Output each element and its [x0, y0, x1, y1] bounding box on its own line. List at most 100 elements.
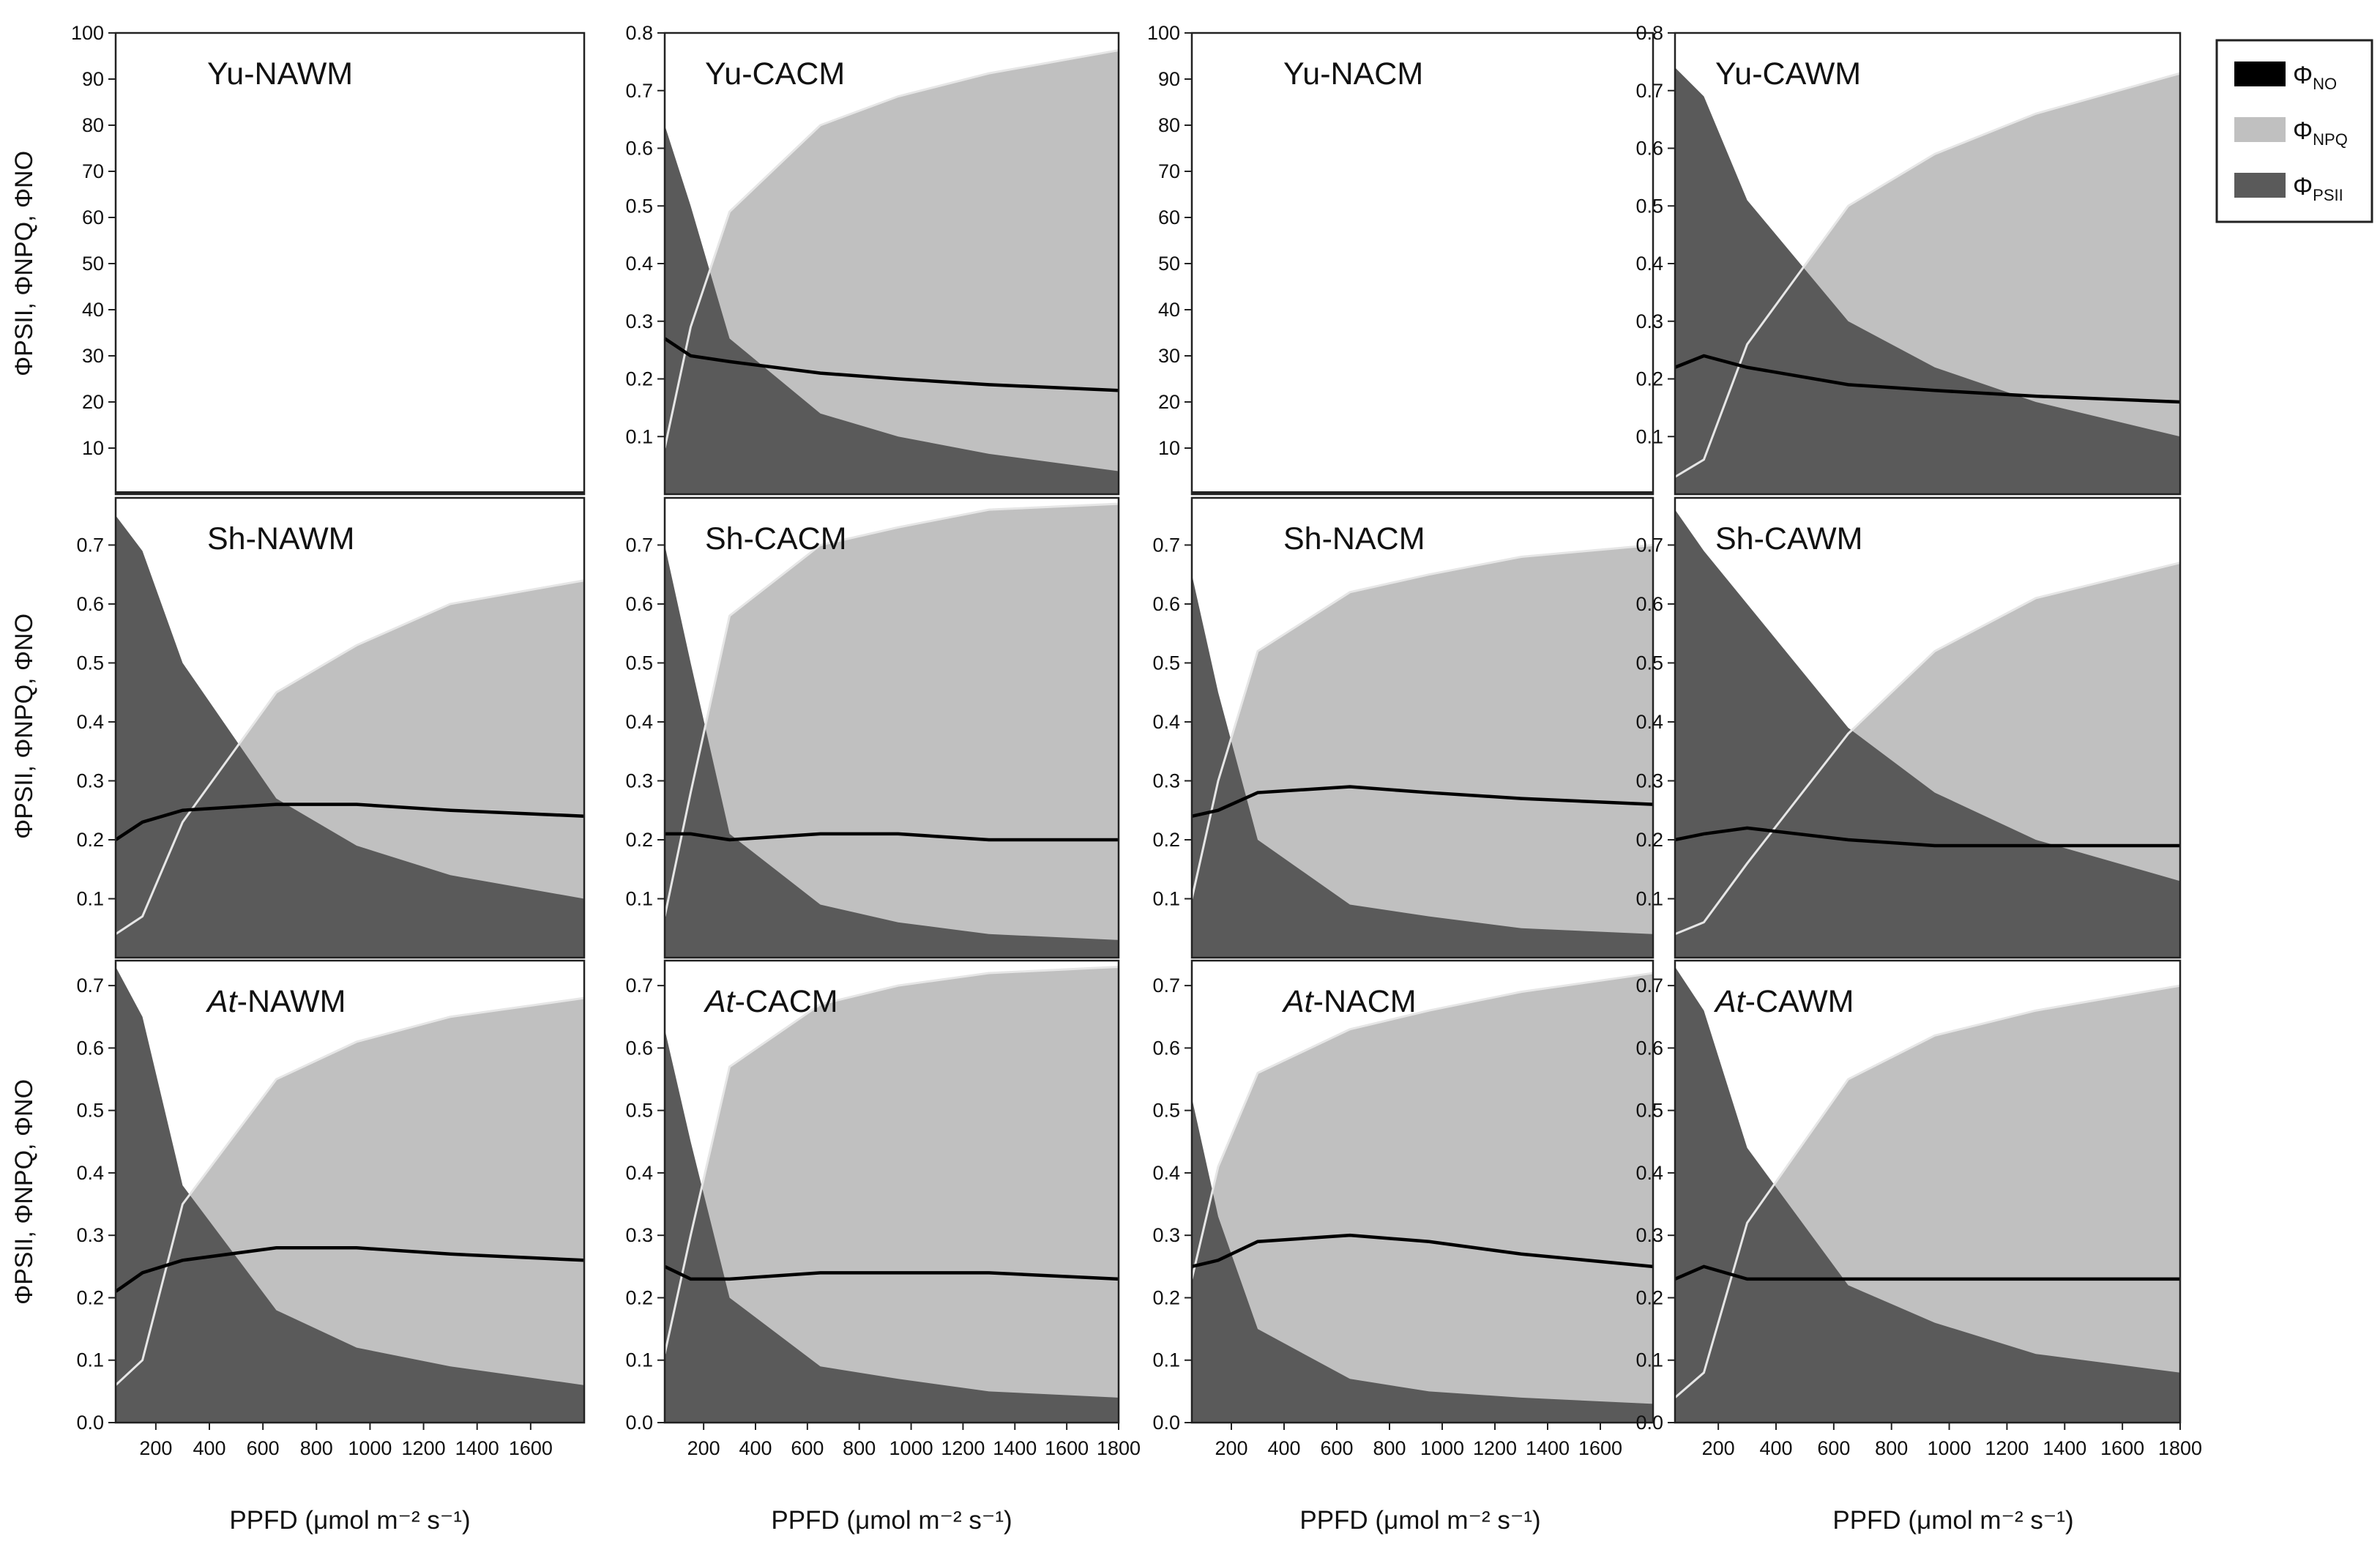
y-tick-label: 20	[82, 391, 104, 413]
x-tick-label: 1000	[1420, 1437, 1464, 1459]
npq-edge-line	[114, 996, 585, 1386]
x-tick-label: 400	[1267, 1437, 1300, 1459]
y-tick-label: 0.5	[625, 1100, 653, 1122]
x-tick-label: 800	[1875, 1437, 1908, 1459]
y-tick-label: 0.6	[1635, 1037, 1663, 1059]
x-tick-label: 800	[1373, 1437, 1406, 1459]
panel-at-cacm: 0.0 0.1 0.2 0.3 0.4 0.5 0.6 0.7 200 400 600 800 1000…	[625, 959, 1141, 1459]
x-tick-label: 600	[1320, 1437, 1353, 1459]
y-tick-label: 0.3	[1152, 1224, 1180, 1246]
no-line	[114, 802, 585, 841]
x-tick-label: 1000	[889, 1437, 933, 1459]
y-tick-label: 0.4	[1635, 1162, 1663, 1184]
y-tick-label: 0.0	[1635, 1412, 1663, 1434]
y-tick-label: 0.3	[625, 310, 653, 332]
y-tick-label: 30	[82, 345, 104, 367]
y-tick-label: 100	[1147, 22, 1180, 44]
legend-label: ΦNO	[2293, 62, 2337, 93]
y-tick-label: 0.1	[1635, 425, 1663, 447]
panel-title: Sh-NAWM	[207, 521, 354, 556]
y-tick-label: 0.2	[76, 829, 104, 851]
y-tick-label: 0.5	[625, 652, 653, 674]
y-tick-label: 90	[82, 68, 104, 90]
y-tick-label: 0.3	[1635, 770, 1663, 791]
x-axis-label: PPFD (μmol m⁻² s⁻¹)	[771, 1506, 1012, 1535]
y-tick-label: 0.4	[76, 1162, 104, 1184]
y-tick-label: 0.2	[625, 829, 653, 851]
x-tick-label: 200	[687, 1437, 720, 1459]
panel-yu-cawm: 0.1 0.2 0.3 0.4 0.5 0.6 0.7 0.8 Yu-CAWM	[1635, 22, 2182, 496]
y-tick-label: 0.5	[1635, 1100, 1663, 1122]
no-line	[665, 832, 1119, 842]
plot-frame	[1674, 959, 2182, 1424]
y-tick-label: 0.4	[1635, 253, 1663, 275]
x-tick-label: 1600	[1045, 1437, 1089, 1459]
x-axis-label: PPFD (μmol m⁻² s⁻¹)	[229, 1506, 470, 1535]
x-tick-label: 1200	[1985, 1437, 2029, 1459]
legend-swatch	[2234, 173, 2286, 198]
npq-edge-line	[1674, 72, 2181, 478]
y-tick-label: 0.4	[76, 711, 104, 733]
y-tick-label: 0.4	[1152, 1162, 1180, 1184]
y-tick-label: 0.6	[1152, 593, 1180, 615]
x-tick-label: 1600	[509, 1437, 553, 1459]
psii-area	[1675, 966, 2180, 1423]
y-axis-label-text: ΦPSII, ΦNPQ, ΦNO	[10, 151, 38, 376]
plot-frame	[1190, 496, 1655, 959]
no-line	[663, 337, 1119, 392]
y-tick-label: 100	[71, 22, 104, 44]
y-tick-label: 0.6	[76, 1037, 104, 1059]
panel-yu-nacm: 10 20 30 40 50 60 70 80 90 100 Yu-NACM	[1147, 22, 1655, 496]
y-tick-label: 0.2	[625, 368, 653, 390]
npq-edge-line	[1190, 543, 1654, 899]
y-tick-label: 0.5	[1635, 195, 1663, 217]
y-tick-label: 0.7	[625, 975, 653, 996]
y-tick-label: 0.7	[76, 534, 104, 556]
x-tick-label: 600	[247, 1437, 280, 1459]
npq-edge-line	[1674, 984, 2181, 1399]
psii-area	[1192, 574, 1653, 958]
legend: ΦNO ΦNPQ ΦPSII	[2215, 39, 2373, 223]
y-tick-label: 0.5	[76, 652, 104, 674]
y-tick-label: 50	[1158, 253, 1180, 275]
plot-frame	[114, 496, 586, 959]
psii-area	[116, 966, 584, 1423]
panel-title: At-CACM	[703, 984, 838, 1019]
x-tick-label: 1600	[1578, 1437, 1622, 1459]
panel-title: Yu-NACM	[1283, 56, 1423, 92]
y-tick-label: 0.1	[625, 1349, 653, 1371]
y-tick-label: 40	[1158, 299, 1180, 321]
x-tick-label: 200	[139, 1437, 172, 1459]
y-tick-label: 0.6	[1635, 138, 1663, 160]
y-tick-label: 0.4	[625, 253, 653, 275]
y-tick-label: 70	[82, 160, 104, 182]
x-tick-label: 1200	[402, 1437, 446, 1459]
y-tick-label: 0.1	[625, 425, 653, 447]
x-tick-label: 400	[739, 1437, 772, 1459]
panel-yu-cacm: 0.1 0.2 0.3 0.4 0.5 0.6 0.7 0.8 Yu-CACM	[625, 22, 1120, 496]
y-tick-label: 90	[1158, 68, 1180, 90]
y-tick-label: 0.2	[625, 1286, 653, 1308]
y-tick-label: 0.1	[1152, 1349, 1180, 1371]
y-tick-label: 0.1	[1635, 1349, 1663, 1371]
no-line	[1191, 785, 1654, 818]
y-tick-label: 0.1	[76, 887, 104, 909]
plot-area	[1192, 33, 1653, 494]
y-tick-label: 0.7	[1635, 975, 1663, 996]
y-tick-label: 0.5	[625, 195, 653, 217]
panel-title: Sh-CACM	[705, 521, 847, 556]
x-tick-label: 1800	[1097, 1437, 1141, 1459]
panel-at-cawm: 0.0 0.1 0.2 0.3 0.4 0.5 0.6 0.7 200 400 600 800 1000…	[1635, 959, 2202, 1459]
y-tick-label: 0.4	[1635, 711, 1663, 733]
plot-area	[116, 33, 584, 494]
y-tick-label: 0.7	[76, 975, 104, 996]
npq-area	[1192, 973, 1653, 1423]
no-line	[1674, 354, 2181, 404]
y-tick-label: 0.7	[1152, 975, 1180, 996]
y-tick-label: 70	[1158, 160, 1180, 182]
y-tick-label: 0.6	[625, 1037, 653, 1059]
plot-frame	[114, 959, 586, 1424]
y-tick-label: 0.6	[1635, 593, 1663, 615]
x-tick-label: 1400	[455, 1437, 499, 1459]
y-tick-label: 0.7	[625, 80, 653, 102]
